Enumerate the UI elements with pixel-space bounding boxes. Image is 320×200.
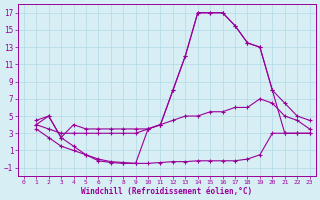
X-axis label: Windchill (Refroidissement éolien,°C): Windchill (Refroidissement éolien,°C)	[81, 187, 252, 196]
